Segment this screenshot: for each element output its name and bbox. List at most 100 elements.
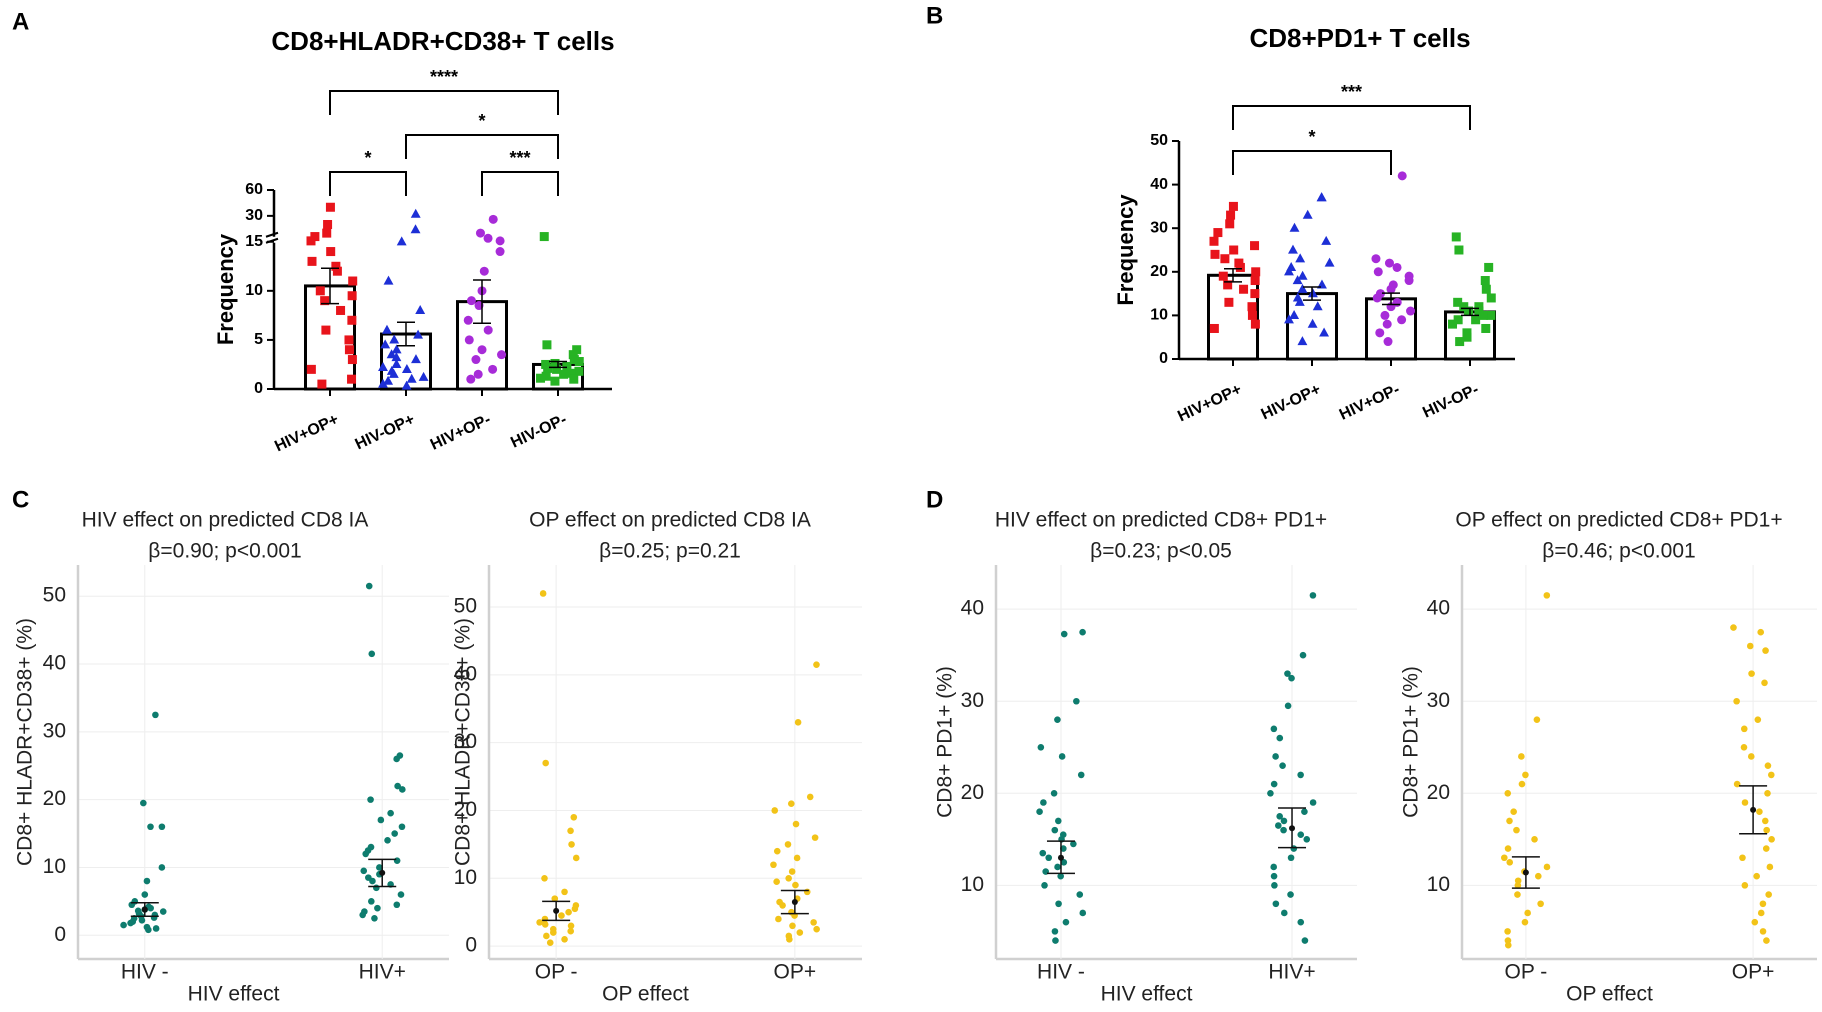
data-point (368, 898, 375, 905)
data-point (1220, 254, 1230, 264)
data-point (1297, 336, 1308, 346)
y-axis-label: CD8+ PD1+ (%) (1400, 666, 1423, 818)
data-point (1317, 279, 1327, 289)
data-point (1471, 315, 1481, 325)
data-point (1514, 877, 1522, 885)
data-point (150, 914, 158, 921)
data-point (365, 874, 372, 881)
data-point (1533, 716, 1541, 723)
data-point (322, 228, 332, 238)
panel-letter: C (12, 486, 29, 513)
x-axis-label: OP effect (1566, 983, 1653, 1006)
data-point (399, 786, 406, 793)
data-point (789, 922, 796, 930)
data-point (488, 364, 498, 374)
data-point (464, 335, 474, 345)
data-point (368, 650, 376, 658)
data-point (1504, 789, 1512, 797)
data-point (475, 228, 485, 238)
data-point (539, 232, 549, 242)
data-point (387, 809, 394, 817)
data-point (773, 847, 781, 855)
data-point (134, 907, 142, 915)
data-point (569, 355, 579, 365)
significance-bracket (329, 171, 407, 196)
data-point (803, 888, 811, 896)
data-point (1764, 789, 1771, 797)
data-point (796, 929, 804, 936)
data-point (391, 359, 402, 369)
data-point (396, 236, 407, 246)
data-point (1748, 670, 1755, 677)
data-point (770, 861, 777, 869)
data-point (398, 823, 406, 831)
data-point (141, 891, 149, 898)
data-point (810, 919, 817, 926)
y-tick-label: 40 (454, 662, 477, 685)
data-point (406, 373, 417, 383)
data-point (1324, 257, 1335, 267)
y-tick-label: 40 (1150, 176, 1168, 193)
data-point (138, 917, 146, 924)
data-point (1397, 171, 1407, 181)
data-point (411, 354, 421, 364)
data-point (1079, 628, 1086, 636)
data-point (1250, 276, 1260, 286)
x-tick-label: HIV+OP+ (272, 411, 341, 455)
data-point (1297, 771, 1304, 779)
data-point (1754, 716, 1762, 723)
data-point (1746, 642, 1754, 650)
y-tick-label: 5 (254, 331, 263, 348)
data-point (550, 929, 557, 936)
data-point (773, 878, 780, 885)
data-point (541, 371, 551, 381)
data-point (786, 936, 793, 943)
data-point (558, 912, 565, 919)
x-tick-label: HIV+ (359, 961, 406, 984)
chart-subtitle: β=0.23; p<0.05 (1090, 540, 1232, 563)
data-point (572, 854, 580, 862)
data-point (306, 364, 316, 374)
data-point (373, 884, 380, 892)
data-point (1037, 743, 1045, 751)
data-point (336, 305, 346, 315)
mean-point (1522, 869, 1529, 876)
data-point (1462, 332, 1472, 342)
data-point (571, 905, 579, 913)
data-point (1543, 592, 1551, 599)
data-point (1272, 900, 1280, 908)
y-tick-label: 0 (1159, 350, 1168, 367)
data-point (1297, 831, 1305, 839)
mean-point (379, 869, 386, 876)
data-point (1451, 232, 1461, 242)
data-point (393, 755, 400, 763)
data-point (1055, 900, 1062, 908)
data-point (147, 823, 154, 831)
data-point (413, 329, 424, 339)
data-point (320, 296, 330, 306)
y-tick-label: 50 (1150, 132, 1168, 149)
data-point (787, 800, 795, 808)
data-point (466, 374, 476, 384)
data-point (1302, 209, 1313, 219)
data-point (1481, 284, 1491, 294)
data-point (1070, 840, 1077, 848)
x-tick-label: OP+ (1732, 961, 1775, 984)
data-point (376, 864, 383, 871)
data-point (1229, 245, 1239, 255)
data-point (1270, 780, 1278, 788)
data-point (1740, 725, 1748, 733)
data-point (1382, 319, 1392, 329)
error-bar (1382, 292, 1400, 306)
data-point (495, 247, 505, 257)
chart-subtitle: β=0.46; p<0.001 (1542, 540, 1695, 563)
data-point (559, 369, 569, 379)
data-point (367, 796, 374, 803)
data-point (1531, 836, 1538, 843)
data-point (1299, 651, 1307, 659)
data-point (1045, 854, 1053, 862)
data-point (813, 925, 820, 933)
data-point (1514, 891, 1521, 898)
data-point (1055, 817, 1062, 825)
data-point (1761, 817, 1769, 825)
